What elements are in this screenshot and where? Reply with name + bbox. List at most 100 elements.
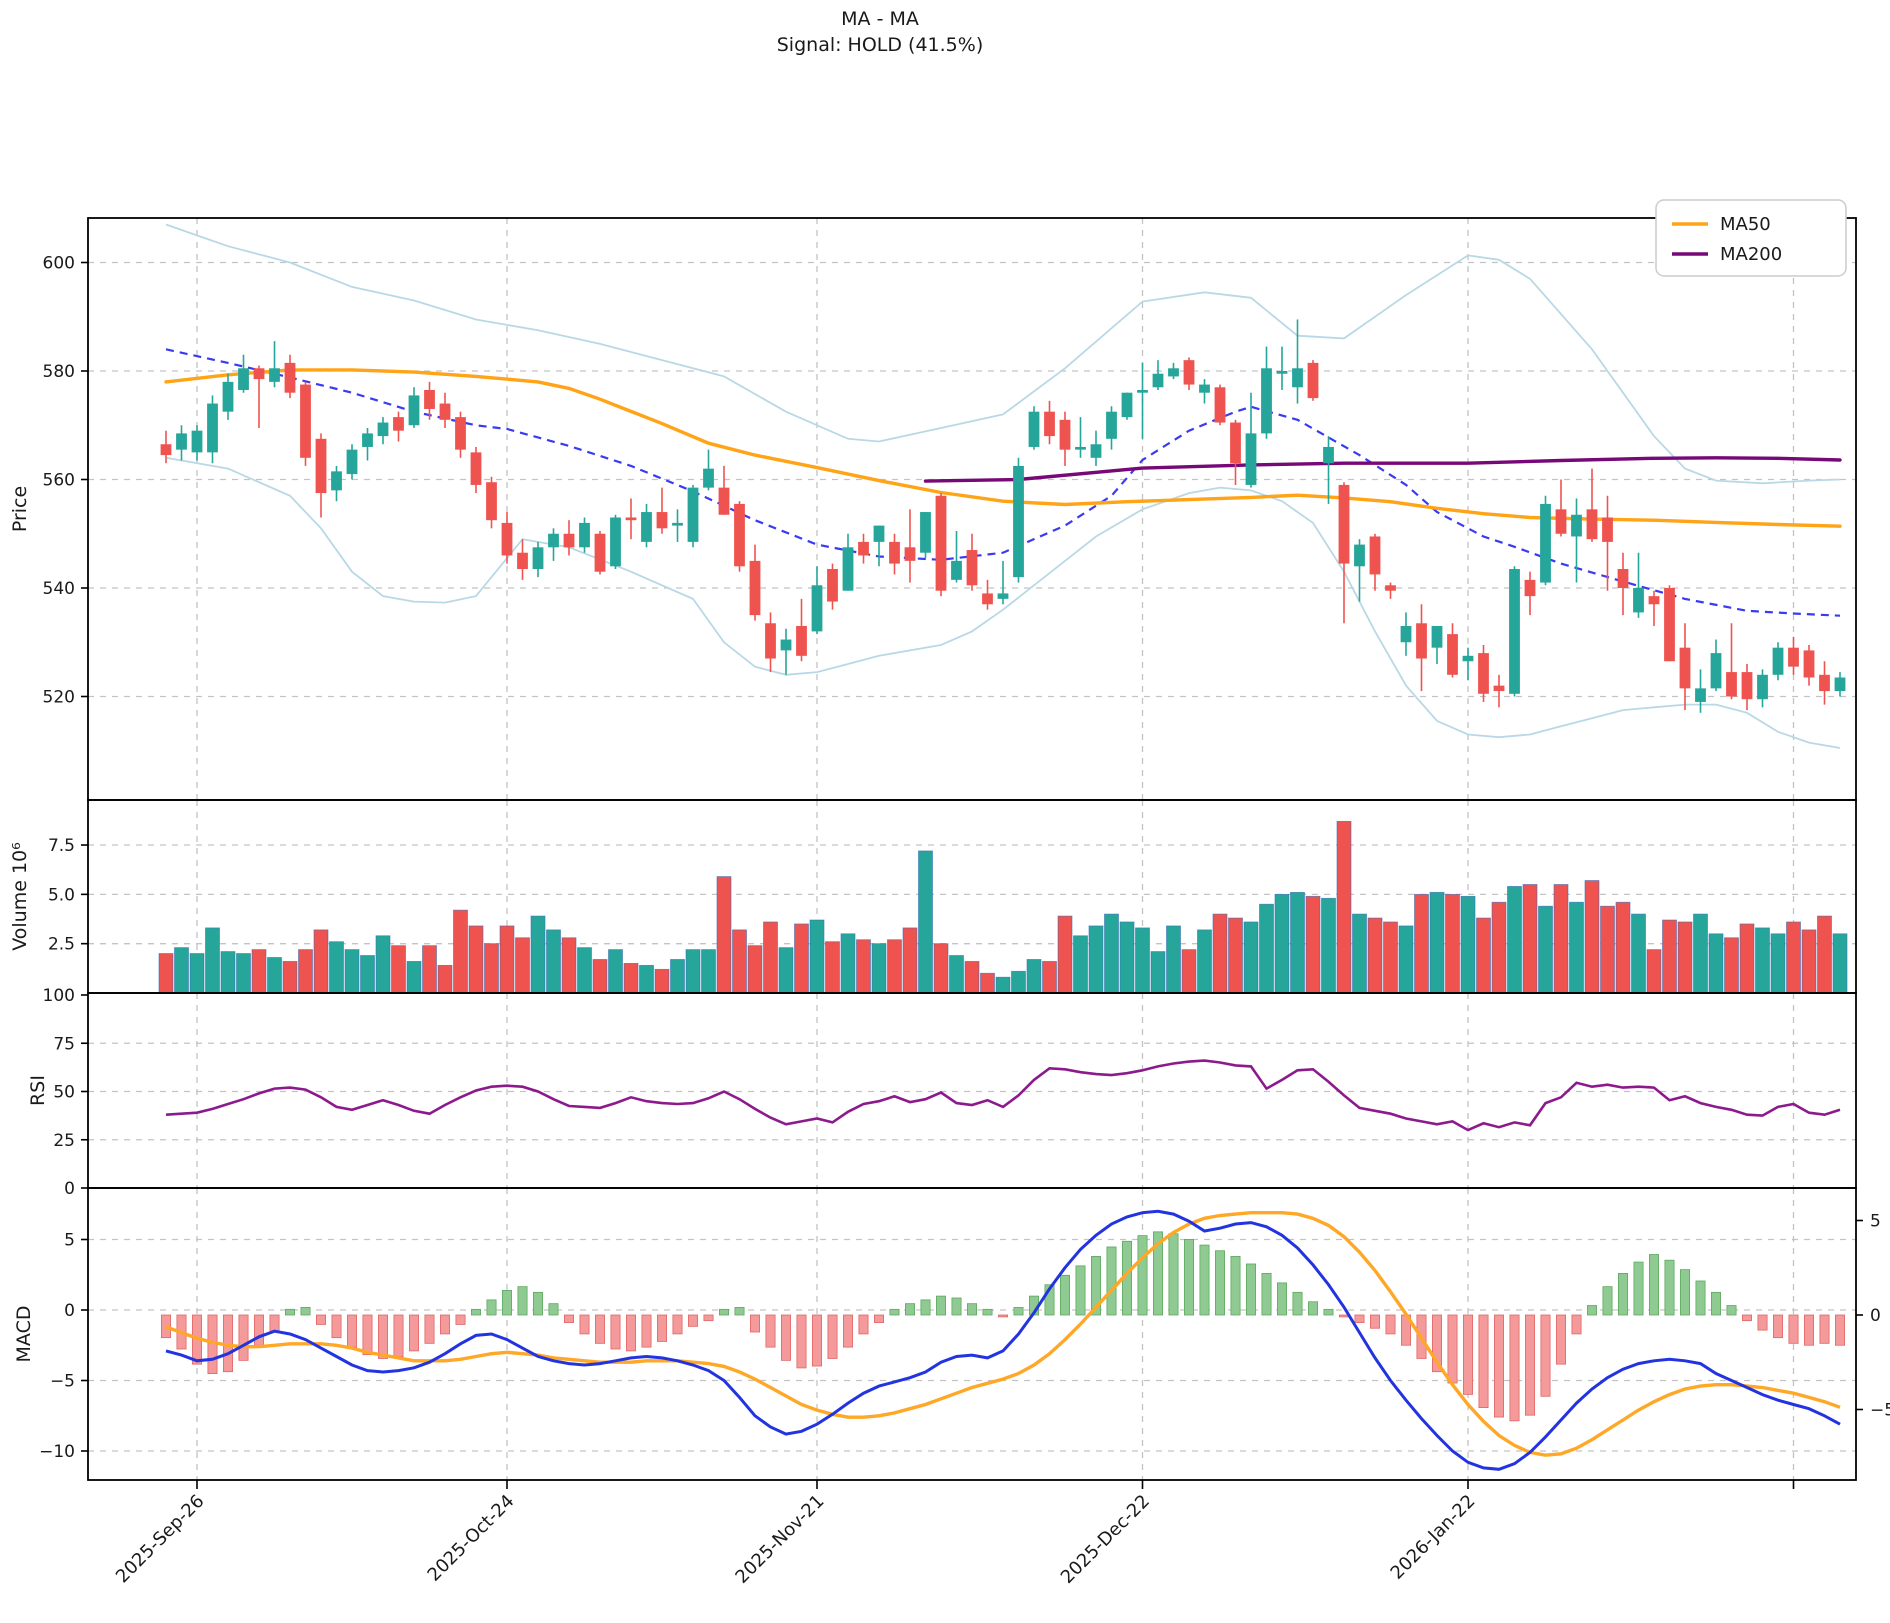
candlesticks-layer bbox=[160, 319, 1846, 713]
macd-histogram-bar bbox=[1323, 1308, 1334, 1316]
macd-histogram-bar bbox=[1773, 1314, 1784, 1339]
y-tick-label: 560 bbox=[43, 471, 75, 491]
macd-histogram-bar bbox=[703, 1314, 714, 1322]
macd-histogram-bar bbox=[1060, 1274, 1071, 1316]
macd-histogram-bar bbox=[951, 1297, 962, 1316]
macd-histogram-bar bbox=[548, 1303, 559, 1316]
chart-graphics-layer: 6005805605405207.55.02.5100755025050−5−1… bbox=[9, 217, 1890, 1588]
macd-histogram-bar bbox=[595, 1314, 606, 1344]
macd-histogram-bar bbox=[1742, 1314, 1753, 1322]
macd-histogram-bar bbox=[1509, 1314, 1520, 1422]
macd-histogram-bar bbox=[1649, 1254, 1660, 1316]
macd-histogram-bar bbox=[1556, 1314, 1567, 1365]
macd-histogram-bar bbox=[1664, 1259, 1675, 1316]
bollinger-lower-line bbox=[165, 456, 1841, 749]
y-tick-label: 2.5 bbox=[48, 935, 75, 955]
macd-histogram-bar bbox=[688, 1314, 699, 1327]
macd-signal-line bbox=[165, 1210, 1841, 1457]
macd-histogram-bar bbox=[1447, 1314, 1458, 1384]
volume-panel bbox=[158, 820, 1848, 993]
macd-histogram-bar bbox=[1184, 1239, 1195, 1316]
macd-histogram-bar bbox=[346, 1314, 357, 1348]
macd-histogram-bar bbox=[1230, 1256, 1241, 1316]
macd-histogram-bar bbox=[564, 1314, 575, 1323]
y-tick-label: 0 bbox=[64, 1301, 75, 1321]
chart-subtitle-signal: Signal: HOLD (41.5%) bbox=[777, 34, 984, 56]
macd-histogram-bar bbox=[424, 1314, 435, 1344]
macd-histogram-bar bbox=[470, 1308, 481, 1316]
macd-histogram-bar bbox=[1835, 1314, 1846, 1346]
legend-box bbox=[1655, 199, 1847, 277]
volume-axis-label: Volume 10⁶ bbox=[9, 842, 31, 951]
macd-histogram-bar bbox=[1261, 1273, 1272, 1316]
macd-histogram-bar bbox=[1292, 1291, 1303, 1316]
macd-histogram-bar bbox=[486, 1299, 497, 1316]
macd-histogram-bar bbox=[517, 1286, 528, 1316]
macd-histogram-bar bbox=[393, 1314, 404, 1357]
macd-histogram-bar bbox=[1153, 1231, 1164, 1316]
macd-histogram-bar bbox=[1602, 1286, 1613, 1316]
macd-histogram-bar bbox=[936, 1295, 947, 1316]
macd-histogram-bar bbox=[1571, 1314, 1582, 1335]
macd-histogram-bar bbox=[253, 1314, 264, 1346]
macd-histogram-bar bbox=[300, 1307, 311, 1316]
macd-histogram-bar bbox=[1044, 1284, 1055, 1316]
macd-histogram-bar bbox=[455, 1314, 466, 1325]
macd-histogram-bar bbox=[920, 1299, 931, 1316]
macd-histogram-bar bbox=[377, 1314, 388, 1359]
rsi-line bbox=[165, 1059, 1841, 1132]
macd-histogram-bar bbox=[1680, 1269, 1691, 1316]
ma200-line bbox=[923, 456, 1842, 483]
macd-histogram-bar bbox=[874, 1314, 885, 1323]
rsi-panel bbox=[165, 1059, 1841, 1132]
macd-histogram-bar bbox=[967, 1303, 978, 1316]
macd-histogram-bar bbox=[843, 1314, 854, 1348]
macd-histogram-bar bbox=[238, 1314, 249, 1361]
y-tick-label: 25 bbox=[53, 1131, 75, 1151]
macd-histogram-bar bbox=[579, 1314, 590, 1335]
macd-histogram-bar bbox=[672, 1314, 683, 1335]
y-tick-label: 520 bbox=[43, 688, 75, 708]
macd-histogram-bar bbox=[408, 1314, 419, 1352]
macd-histogram-bar bbox=[362, 1314, 373, 1356]
macd-histogram-bar bbox=[626, 1314, 637, 1352]
macd-histogram-bar bbox=[284, 1308, 295, 1316]
macd-histogram-bar bbox=[1013, 1307, 1024, 1316]
y-tick-label: −5 bbox=[1870, 1401, 1890, 1421]
macd-histogram-bar bbox=[657, 1314, 668, 1342]
macd-histogram-bar bbox=[1540, 1314, 1551, 1397]
macd-histogram-bar bbox=[998, 1314, 1009, 1318]
macd-histogram-bar bbox=[1819, 1314, 1830, 1344]
macd-histogram-bar bbox=[750, 1314, 761, 1333]
rsi-axis-label: RSI bbox=[27, 1075, 49, 1106]
legend-label-ma50: MA50 bbox=[1720, 214, 1771, 235]
y-tick-label: −5 bbox=[50, 1372, 75, 1392]
legend: MA50 MA200 bbox=[1655, 199, 1847, 277]
price-axis-label: Price bbox=[9, 486, 31, 532]
macd-histogram-bar bbox=[1633, 1261, 1644, 1316]
macd-histogram-bar bbox=[1075, 1265, 1086, 1316]
macd-histogram-bar bbox=[1168, 1233, 1179, 1316]
macd-histogram-bar bbox=[1199, 1244, 1210, 1316]
y-tick-label: 5 bbox=[1870, 1212, 1881, 1232]
price-panel bbox=[164, 223, 1842, 749]
y-tick-label: 600 bbox=[43, 254, 75, 274]
ma50-line bbox=[164, 368, 1842, 528]
macd-histogram-bar bbox=[781, 1314, 792, 1361]
macd-histogram-bar bbox=[1711, 1291, 1722, 1316]
macd-histogram-bar bbox=[1215, 1250, 1226, 1316]
macd-histogram-bar bbox=[1618, 1273, 1629, 1316]
y-tick-label: 0 bbox=[64, 1179, 75, 1199]
y-tick-label: 7.5 bbox=[48, 836, 75, 856]
macd-histogram-bar bbox=[812, 1314, 823, 1367]
y-tick-label: −10 bbox=[39, 1442, 75, 1462]
y-tick-label: 0 bbox=[1870, 1306, 1881, 1326]
macd-histogram-bar bbox=[1695, 1280, 1706, 1316]
macd-histogram-bar bbox=[1788, 1314, 1799, 1344]
macd-histogram-bar bbox=[889, 1308, 900, 1316]
macd-histogram-bar bbox=[827, 1314, 838, 1359]
macd-histogram-bar bbox=[1478, 1314, 1489, 1409]
macd-histogram-bar bbox=[982, 1308, 993, 1316]
